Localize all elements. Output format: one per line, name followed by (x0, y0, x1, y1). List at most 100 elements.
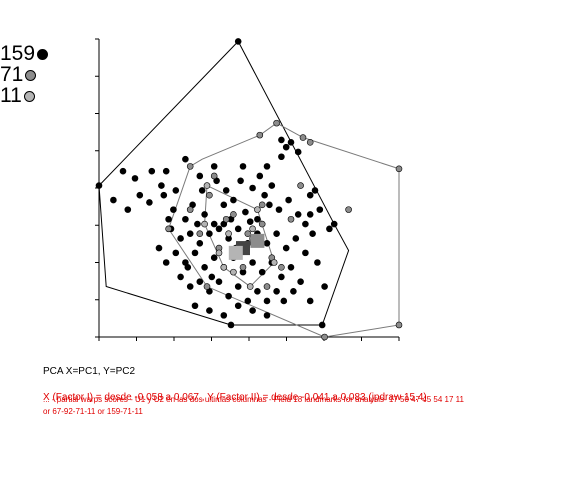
point-series-159 (294, 211, 302, 218)
point-series-159 (196, 172, 204, 180)
point-series-159 (258, 268, 266, 276)
point-series-159 (244, 297, 252, 305)
point-series-159 (234, 38, 242, 45)
point-series-159 (278, 153, 285, 161)
point-series-159 (263, 163, 271, 170)
point-series-71 (203, 283, 211, 290)
point-series-159 (302, 220, 309, 228)
point-series-159 (210, 220, 218, 228)
point-series-159 (155, 244, 163, 252)
point-series-71 (258, 220, 266, 228)
point-series-159 (206, 307, 213, 314)
point-series-71 (297, 182, 304, 189)
point-series-159 (160, 191, 168, 199)
point-series-159 (263, 297, 271, 305)
point-series-71 (239, 264, 247, 271)
point-series-71 (278, 264, 285, 271)
point-series-159 (220, 312, 228, 319)
point-series-159 (162, 167, 170, 175)
point-series-159 (215, 278, 223, 286)
point-series-11 (203, 182, 211, 189)
point-series-159 (210, 163, 218, 170)
point-series-159 (287, 139, 295, 146)
point-series-159 (254, 215, 261, 223)
point-series-71 (165, 225, 172, 233)
legend-marker-11 (23, 90, 35, 102)
point-series-159 (237, 177, 244, 185)
point-series-159 (246, 218, 254, 225)
point-series-71 (306, 139, 314, 146)
point-series-159 (318, 321, 326, 329)
point-series-11 (230, 268, 237, 276)
legend-label-11: 11 (0, 84, 22, 107)
point-series-159 (215, 225, 223, 233)
point-series-11 (254, 206, 261, 213)
point-series-159 (273, 288, 280, 295)
point-series-159 (280, 297, 288, 305)
point-series-11 (220, 264, 228, 271)
point-series-159 (278, 136, 285, 144)
centroid-series-11 (228, 245, 243, 260)
point-series-159 (249, 259, 256, 266)
point-series-159 (285, 196, 292, 204)
point-series-71 (196, 230, 204, 237)
point-series-159 (292, 235, 300, 242)
point-series-71 (186, 206, 194, 213)
point-series-159 (261, 191, 268, 199)
point-series-159 (263, 239, 271, 247)
point-series-159 (146, 199, 153, 206)
legend-entry-159: 159 (0, 43, 49, 64)
point-series-11 (246, 283, 254, 290)
point-series-71 (230, 211, 237, 218)
point-series-71 (395, 165, 403, 173)
point-series-11 (249, 225, 256, 233)
point-series-159 (148, 167, 156, 175)
point-series-159 (302, 249, 309, 257)
legend-entry-71: 71 (0, 63, 37, 86)
legend-label-71: 71 (0, 63, 24, 86)
point-series-159 (321, 283, 328, 290)
point-series-159 (170, 206, 177, 213)
point-series-159 (201, 264, 208, 271)
point-series-159 (136, 191, 144, 199)
point-series-159 (196, 239, 204, 247)
point-series-159 (263, 312, 271, 319)
point-series-159 (278, 273, 285, 281)
scatter-plot (95, 38, 403, 341)
point-series-159 (309, 230, 316, 237)
point-series-159 (306, 297, 314, 305)
point-series-159 (184, 264, 192, 271)
point-series-159 (234, 225, 242, 233)
point-series-71 (395, 321, 403, 329)
point-series-159 (220, 201, 228, 209)
point-series-159 (256, 172, 264, 180)
point-series-71 (263, 283, 271, 290)
point-series-71 (258, 201, 266, 209)
point-series-159 (273, 230, 280, 237)
point-series-159 (234, 283, 242, 290)
point-series-11 (270, 259, 278, 266)
point-series-159 (95, 182, 103, 189)
point-series-159 (234, 302, 242, 310)
point-series-159 (158, 182, 165, 189)
point-series-159 (131, 175, 139, 182)
point-series-159 (172, 249, 180, 257)
point-series-159 (110, 196, 117, 204)
point-series-159 (177, 235, 184, 242)
point-series-159 (275, 206, 283, 213)
point-series-159 (230, 196, 237, 204)
plot-caption: PCA X=PC1, Y=PC2 (43, 366, 136, 377)
point-series-71 (186, 163, 194, 170)
point-series-159 (282, 244, 290, 252)
point-series-71 (321, 333, 328, 341)
point-series-71 (345, 206, 352, 213)
point-series-159 (254, 288, 261, 295)
point-series-159 (165, 215, 172, 223)
point-series-71 (299, 134, 307, 141)
analysis-notes: ... - partial warps scores - U1 y U2 en … (43, 395, 464, 416)
point-series-159 (268, 182, 276, 189)
point-series-159 (206, 230, 213, 237)
point-series-159 (282, 143, 290, 151)
point-series-71 (287, 215, 295, 223)
point-series-159 (119, 167, 127, 175)
